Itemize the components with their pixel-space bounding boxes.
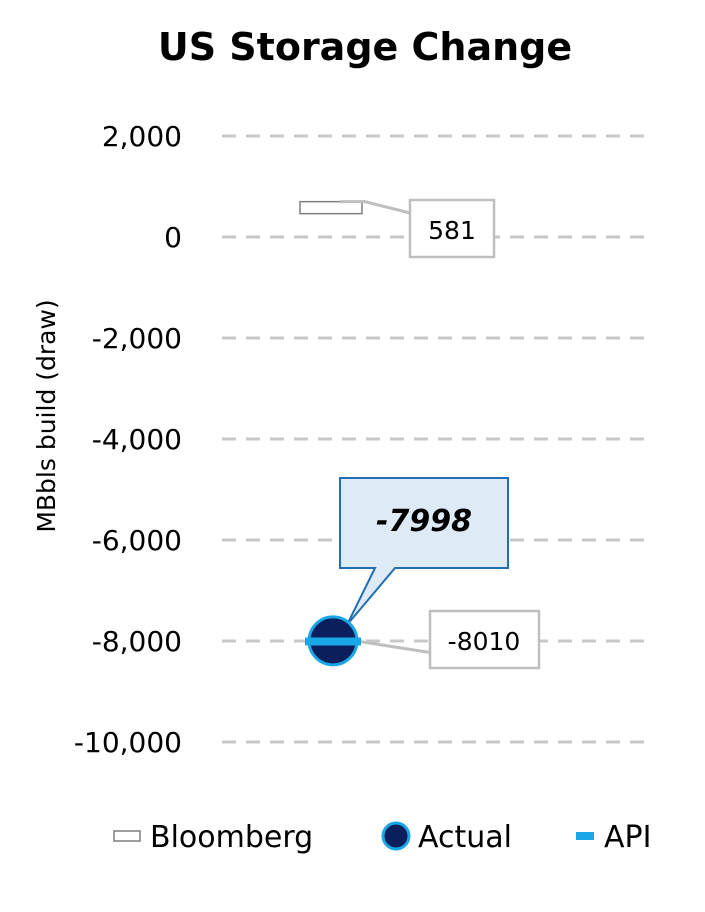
api-label-box [428, 609, 541, 670]
bloomberg-label-box [408, 198, 496, 259]
legend: Bloomberg Actual API [113, 820, 651, 855]
legend-swatch-bloomberg [113, 830, 141, 842]
legend-label-api: API [604, 820, 651, 855]
bloomberg-data-label: 581 [428, 216, 476, 245]
chart-title: US Storage Change [158, 25, 572, 69]
api-marker [305, 637, 361, 646]
y-tick-label: 0 [164, 221, 182, 254]
legend-swatch-api [576, 832, 594, 840]
actual-data-label: -7998 [376, 504, 472, 539]
legend-label-bloomberg: Bloomberg [150, 820, 313, 855]
legend-swatch-actual [381, 821, 411, 851]
bloomberg-leader-line [340, 200, 411, 215]
y-axis-label: MBbls build (draw) [32, 299, 61, 532]
api-leader-line [351, 640, 431, 654]
y-tick-label: -6,000 [92, 524, 182, 557]
actual-callout [339, 477, 509, 626]
y-tick-labels: 2,000 0 -2,000 -4,000 -6,000 -8,000 -10,000 [74, 120, 182, 759]
legend-label-actual: Actual [418, 820, 512, 855]
y-tick-label: -10,000 [74, 726, 182, 759]
bloomberg-marker [299, 200, 363, 215]
y-tick-label: -8,000 [92, 625, 182, 658]
y-tick-label: -2,000 [92, 322, 182, 355]
y-tick-label: -4,000 [92, 423, 182, 456]
data-marks: 581 -7998 -8010 [299, 198, 541, 670]
api-data-label: -8010 [448, 627, 521, 656]
y-tick-label: 2,000 [102, 120, 182, 153]
